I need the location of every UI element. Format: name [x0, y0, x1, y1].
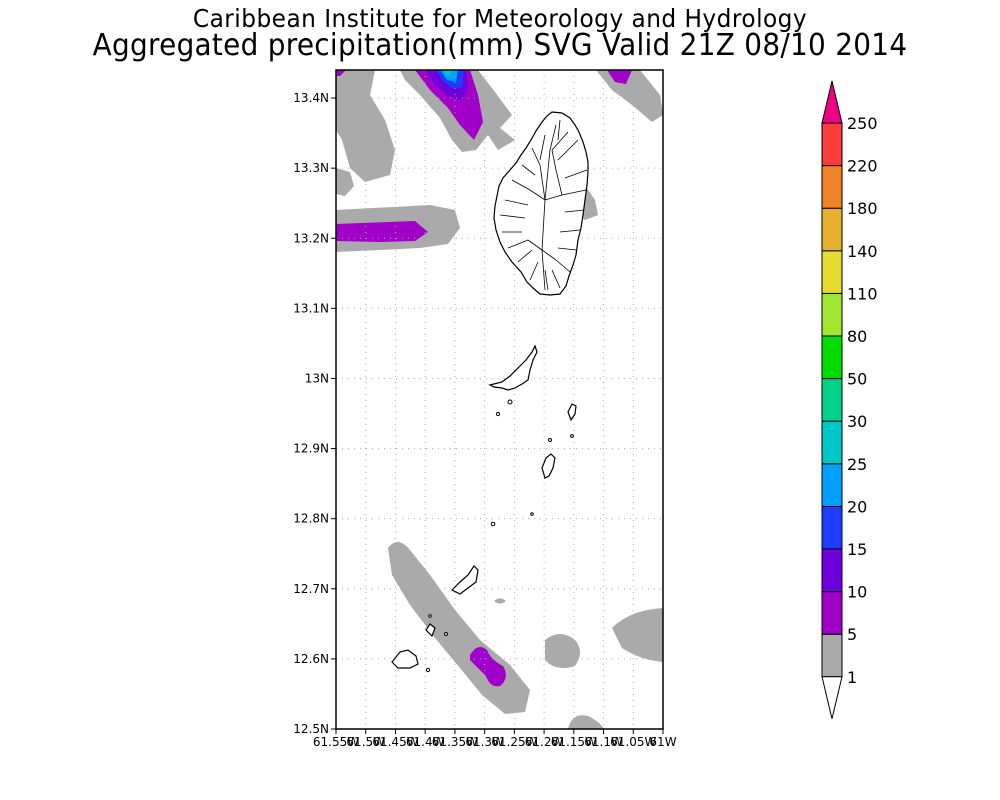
- colorbar-label: 50: [847, 370, 867, 389]
- latitude-axis: 13.4N 13.3N 13.2N 13.1N 13N 12.9N 12.8N 12.7N 12…: [293, 91, 336, 736]
- island-outline: [425, 623, 436, 638]
- lat-tick-label: 13.2N: [293, 231, 329, 245]
- lon-tick-label: 61.2W: [525, 735, 564, 749]
- colorbar-swatch-20-25: [821, 463, 843, 507]
- lat-tick-label: 12.8N: [293, 512, 329, 526]
- colorbar-swatch-5-10: [821, 591, 843, 635]
- islet: [490, 521, 496, 527]
- colorbar-swatch-below-1: [821, 676, 843, 719]
- precip-area-1-5mm: [568, 715, 604, 729]
- precip-area-1-5mm: [336, 168, 354, 196]
- islet: [425, 667, 431, 673]
- lon-tick-label: 61W: [649, 735, 676, 749]
- lat-tick-label: 12.9N: [293, 442, 329, 456]
- island-outline: [567, 403, 577, 422]
- colorbar-swatch-220-250: [821, 122, 843, 167]
- lon-tick-label: 61.15W: [551, 735, 597, 749]
- colorbar-swatch-above-250: [821, 80, 843, 124]
- precip-area-1-5mm: [545, 634, 580, 668]
- precip-area-1-5mm: [596, 70, 663, 122]
- precip-area-1-5mm: [388, 541, 530, 714]
- lat-tick-label: 13.1N: [293, 301, 329, 315]
- lon-tick-label: 61.3W: [465, 735, 504, 749]
- island-outline: [450, 565, 479, 595]
- precip-area-1-5mm: [336, 70, 395, 182]
- precip-area-5-10mm: [607, 70, 632, 84]
- colorbar-label: 80: [847, 327, 867, 346]
- island-outline: [488, 344, 538, 391]
- lon-tick-label: 61.25W: [491, 735, 537, 749]
- precip-area-5-10mm: [336, 70, 346, 76]
- colorbar-swatch-25-30: [821, 420, 843, 465]
- island-outline: [541, 453, 556, 479]
- lat-tick-label: 12.5N: [293, 722, 329, 736]
- lon-tick-label: 61.05W: [610, 735, 656, 749]
- colorbar-label: 5: [847, 625, 857, 644]
- precip-area-1-5mm: [494, 598, 506, 604]
- colorbar-label: 10: [847, 583, 867, 602]
- map-frame: [335, 69, 664, 730]
- colorbar-swatch-110-140: [821, 250, 843, 294]
- island-ridges: [499, 119, 588, 291]
- islet: [507, 399, 513, 405]
- colorbar-label: 110: [847, 284, 878, 303]
- precip-area-20-25mm: [440, 70, 458, 82]
- island-outline: [391, 649, 419, 669]
- precip-area-5-10mm: [470, 646, 506, 687]
- colorbar-swatch-80-110: [821, 292, 843, 337]
- colorbar-label: 20: [847, 497, 867, 516]
- colorbar-label: 220: [847, 157, 878, 176]
- colorbar-label: 1: [847, 668, 857, 687]
- colorbar-label: 180: [847, 199, 878, 218]
- colorbar-label: 30: [847, 412, 867, 431]
- lon-tick-label: 61.35W: [432, 735, 478, 749]
- lon-tick-label: 61.1W: [584, 735, 623, 749]
- islet: [495, 411, 501, 417]
- lat-tick-label: 13N: [305, 371, 329, 385]
- islet: [548, 438, 552, 442]
- lon-tick-label: 61.55W: [313, 735, 359, 749]
- colorbar-swatch-140-180: [821, 207, 843, 252]
- colorbar-label: 15: [847, 540, 867, 559]
- colorbar-swatch-30-50: [821, 378, 843, 422]
- islet: [570, 434, 574, 438]
- precip-area-1-5mm: [612, 608, 663, 662]
- colorbar-label: 250: [847, 114, 878, 133]
- lat-tick-label: 12.7N: [293, 582, 329, 596]
- lat-tick-label: 12.6N: [293, 652, 329, 666]
- chart-title: Caribbean Institute for Meteorology and …: [192, 4, 808, 33]
- lon-tick-label: 61.45W: [372, 735, 418, 749]
- colorbar-swatch-180-220: [821, 165, 843, 209]
- colorbar-label: 140: [847, 242, 878, 261]
- lon-tick-label: 61.4W: [406, 735, 445, 749]
- lat-tick-label: 13.3N: [293, 161, 329, 175]
- colorbar-label: 25: [847, 455, 867, 474]
- islet: [444, 632, 448, 636]
- colorbar-swatch-50-80: [821, 335, 843, 380]
- lat-tick-label: 13.4N: [293, 91, 329, 105]
- longitude-axis: 61.55W61.5W61.45W61.4W61.35W61.3W61.25W6…: [313, 729, 677, 749]
- islet: [530, 512, 534, 516]
- colorbar-swatch-1-5: [821, 633, 843, 678]
- chart-subtitle: Aggregated precipitation(mm) SVG Valid 2…: [92, 28, 908, 63]
- precip-area-5-10mm: [336, 221, 428, 242]
- coastlines: [391, 111, 589, 673]
- lon-tick-label: 61.5W: [346, 735, 385, 749]
- islet: [428, 614, 432, 618]
- colorbar-swatch-15-20: [821, 505, 843, 550]
- island-outline: [493, 111, 589, 296]
- precipitation-shading: [336, 70, 663, 729]
- colorbar-swatch-10-15: [821, 548, 843, 593]
- precip-area-25-30mm: [443, 70, 452, 76]
